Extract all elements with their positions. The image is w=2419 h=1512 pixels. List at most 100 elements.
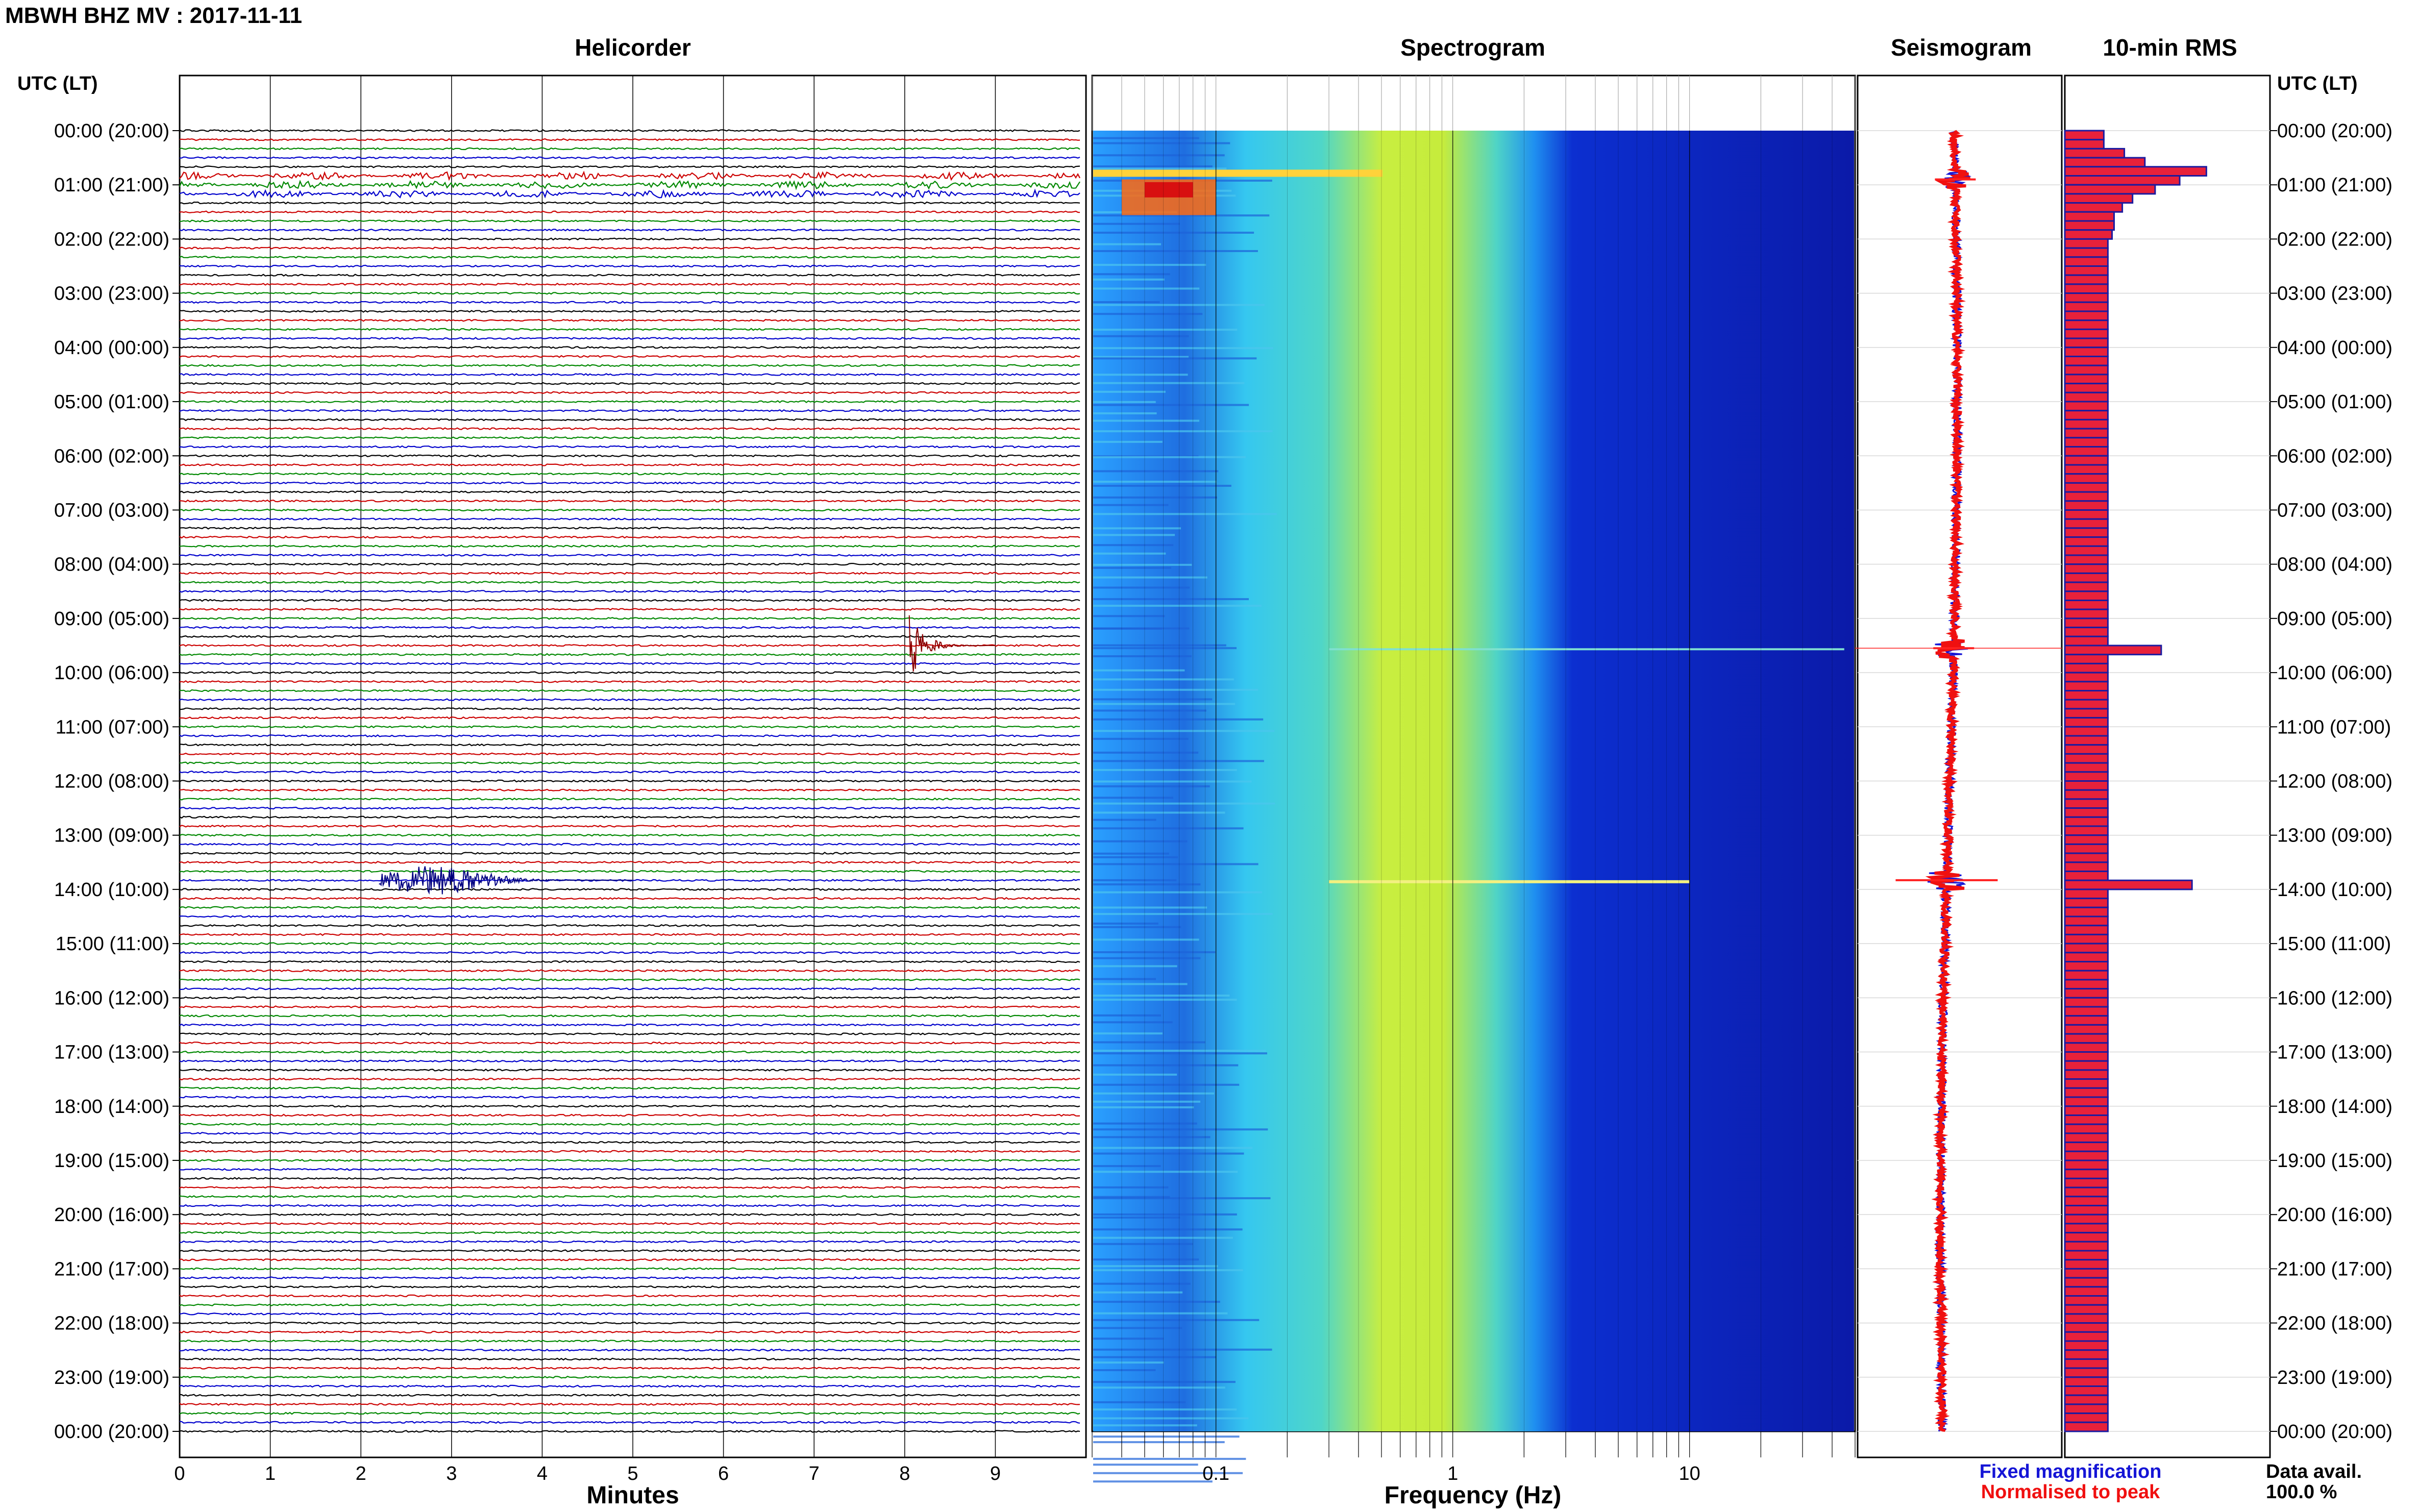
spectrogram-band bbox=[1093, 1073, 1177, 1076]
helicorder-trace bbox=[179, 852, 1080, 855]
helicorder-trace bbox=[179, 996, 1080, 1000]
helicorder-trace bbox=[179, 517, 1080, 521]
spectrogram-band bbox=[1093, 1021, 1173, 1024]
rms-bar bbox=[2064, 1286, 2109, 1297]
spectrogram-hotspot bbox=[1093, 169, 1383, 177]
helicorder-trace bbox=[179, 689, 1080, 692]
spectrogram-band bbox=[1093, 1381, 1236, 1383]
time-axes: 00:00 (20:00) 00:00 (20:00) 01:00 (21:00) 0… bbox=[54, 120, 2392, 1443]
spectrogram-band bbox=[1093, 819, 1156, 821]
helicorder-trace bbox=[179, 581, 1080, 584]
spectrogram-band bbox=[1093, 1228, 1243, 1231]
time-tick-label-left: 22:00 (18:00) bbox=[54, 1313, 169, 1334]
rms-bar bbox=[2064, 1259, 2109, 1270]
helicorder-trace bbox=[179, 237, 1080, 241]
time-tick-label-right: 13:00 (09:00) bbox=[2277, 825, 2392, 847]
rms-bar bbox=[2064, 500, 2109, 511]
rms-bar bbox=[2064, 1114, 2109, 1125]
helicorder-trace bbox=[179, 1069, 1080, 1072]
rms-bar bbox=[2064, 726, 2109, 737]
rms-bar bbox=[2064, 1213, 2109, 1225]
helicorder-trace bbox=[179, 337, 1080, 340]
spectrogram-band bbox=[1093, 1337, 1164, 1340]
helicorder-trace bbox=[179, 508, 1080, 512]
rms-bar bbox=[2064, 600, 2109, 610]
helicorder-tick-label: 7 bbox=[809, 1463, 820, 1484]
rms-bar bbox=[2064, 211, 2115, 222]
helicorder-trace bbox=[179, 170, 1080, 181]
helicorder-trace bbox=[179, 1096, 1080, 1099]
spectrogram-band bbox=[1093, 1361, 1164, 1364]
spectrogram-band bbox=[1093, 496, 1217, 499]
spectrogram-band bbox=[1093, 335, 1189, 337]
helicorder-trace bbox=[179, 1159, 1080, 1162]
helicorder-trace bbox=[179, 933, 1080, 936]
helicorder-trace bbox=[179, 626, 1080, 629]
spectrogram-band bbox=[1093, 142, 1230, 144]
rms-bar bbox=[2064, 825, 2109, 836]
rms-bar bbox=[2064, 662, 2109, 674]
rms-bar bbox=[2064, 753, 2109, 764]
time-tick-label-left: 15:00 (11:00) bbox=[56, 933, 169, 955]
rms-bar bbox=[2064, 1313, 2109, 1324]
spectrogram-band bbox=[1093, 913, 1273, 915]
spectrogram-band bbox=[1093, 1032, 1163, 1035]
spectrogram-band bbox=[1093, 1435, 1240, 1438]
rms-title: 10-min RMS bbox=[2103, 34, 2237, 61]
spectrogram-band bbox=[1093, 576, 1207, 579]
spectrogram-band bbox=[1093, 883, 1201, 886]
spectrogram-band bbox=[1093, 1386, 1225, 1389]
spectrogram-band bbox=[1093, 154, 1225, 157]
spectrogram-band bbox=[1093, 797, 1173, 799]
data-avail-label: Data avail. bbox=[2266, 1461, 2362, 1482]
spectrogram-band bbox=[1093, 544, 1174, 547]
spectrogram-band bbox=[1093, 879, 1177, 881]
helicorder-trace bbox=[179, 788, 1080, 792]
rms-bar bbox=[2064, 852, 2109, 863]
rms-bar bbox=[2064, 581, 2109, 592]
helicorder-trace bbox=[179, 1394, 1080, 1397]
helicorder-trace bbox=[179, 219, 1080, 222]
helicorder-trace bbox=[179, 1294, 1080, 1298]
rms-bar bbox=[2064, 265, 2109, 276]
rms-bar bbox=[2064, 1295, 2109, 1306]
helicorder-trace bbox=[179, 978, 1080, 981]
rms-bar bbox=[2064, 898, 2109, 908]
rms-bar bbox=[2064, 256, 2109, 267]
helicorder-trace bbox=[179, 138, 1080, 141]
helicorder-trace bbox=[179, 264, 1080, 268]
spectrogram-band bbox=[1093, 1243, 1193, 1245]
helicorder-trace bbox=[179, 1123, 1080, 1126]
helicorder-trace bbox=[179, 671, 1080, 674]
helicorder-trace bbox=[179, 815, 1080, 819]
helicorder-trace bbox=[179, 274, 1080, 277]
spectrogram-band bbox=[1093, 1092, 1215, 1095]
rms-bar bbox=[2064, 1132, 2109, 1144]
rms-bar bbox=[2064, 446, 2109, 457]
rms-bar bbox=[2064, 464, 2109, 475]
spectrogram-band bbox=[1093, 840, 1188, 842]
time-tick-label-right: 09:00 (05:00) bbox=[2277, 608, 2392, 630]
rms-bar bbox=[2064, 1087, 2109, 1098]
rms-bar bbox=[2064, 401, 2109, 412]
spectrogram-band bbox=[1093, 1083, 1240, 1086]
helicorder-trace bbox=[179, 698, 1080, 702]
spectrogram-band bbox=[1093, 1401, 1186, 1403]
rms-bar bbox=[2064, 437, 2109, 448]
rms-bar bbox=[2064, 509, 2109, 520]
helicorder-trace bbox=[179, 662, 1080, 665]
time-tick-label-left: 03:00 (23:00) bbox=[54, 283, 169, 305]
helicorder-tick-label: 1 bbox=[265, 1463, 276, 1484]
helicorder-trace bbox=[179, 617, 1080, 620]
spectrogram-band bbox=[1093, 856, 1178, 858]
time-tick-label-left: 01:00 (21:00) bbox=[54, 175, 169, 196]
spectrogram-band bbox=[1093, 811, 1225, 814]
helicorder-trace bbox=[179, 310, 1080, 313]
spectrogram-band bbox=[1093, 1424, 1197, 1427]
rms-bar bbox=[2064, 554, 2109, 565]
rms-bar bbox=[2064, 699, 2109, 710]
helicorder-trace bbox=[179, 1430, 1080, 1433]
helicorder-trace bbox=[179, 1312, 1080, 1316]
helicorder-trace bbox=[179, 554, 1080, 557]
spectrogram-band bbox=[1093, 627, 1162, 630]
